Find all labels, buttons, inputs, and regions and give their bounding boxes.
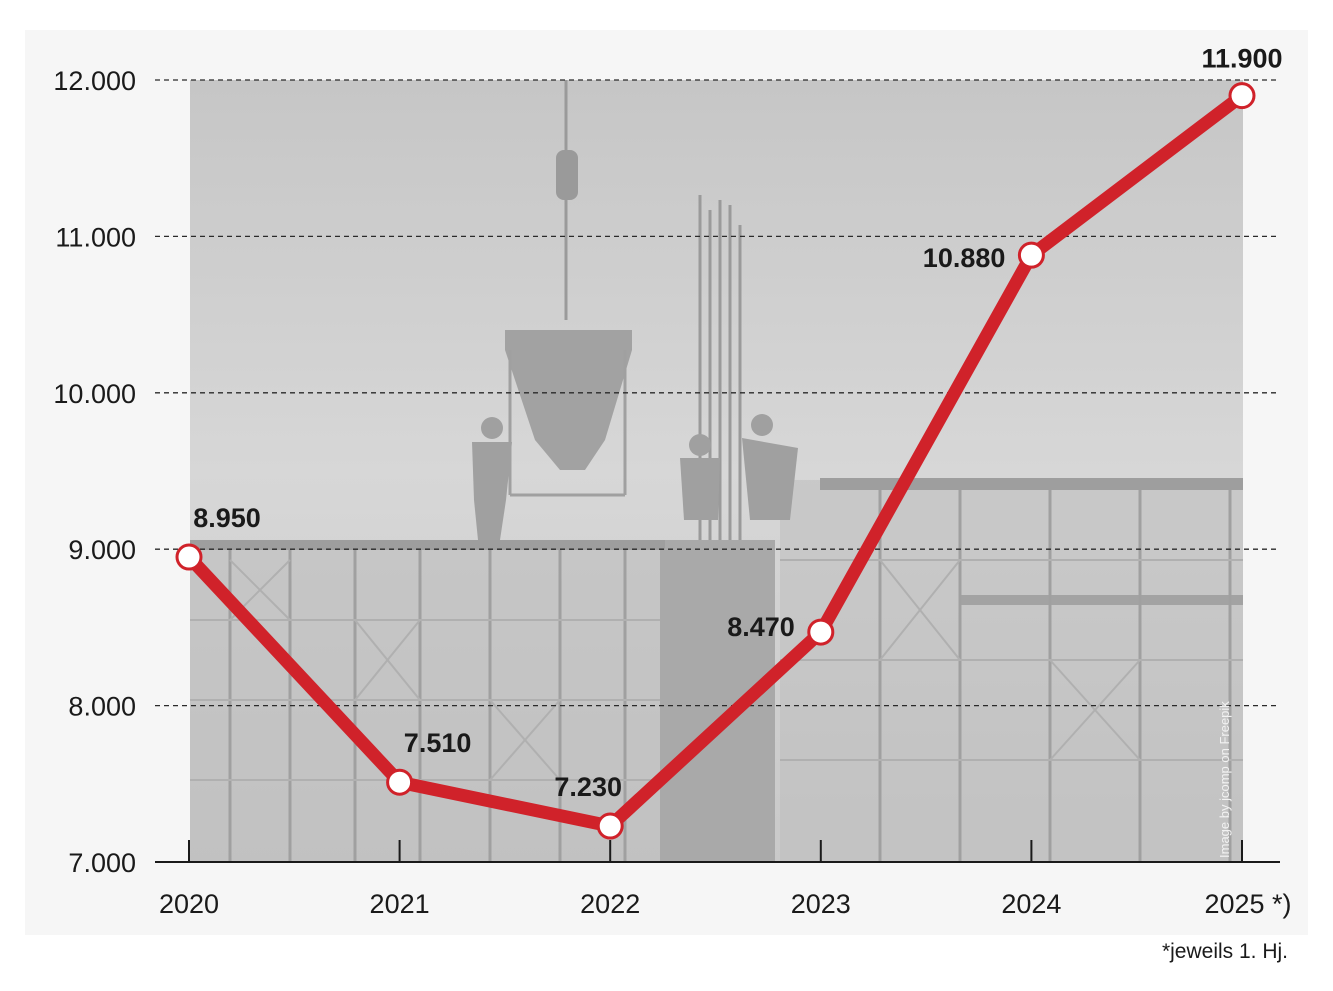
x-tick-label: 2022 [580,889,640,919]
data-point [1017,241,1045,269]
image-credit: Image by jcomp on Freepik [1217,701,1232,858]
y-tick-label: 7.000 [68,848,136,878]
gridlines [155,79,1280,707]
footnote: *jeweils 1. Hj. [1162,940,1288,963]
y-tick-label: 8.000 [68,692,136,722]
data-label: 7.230 [554,772,622,802]
y-tick-label: 9.000 [68,535,136,565]
data-point [596,812,624,840]
y-tick-label: 10.000 [53,379,136,409]
x-tick-label: 2020 [159,889,219,919]
x-axis-labels: 2020 2021 2022 2023 2024 2025 *) [159,889,1292,919]
y-tick-label: 12.000 [53,66,136,96]
x-axis-ticks [188,840,1243,862]
x-tick-label: 2024 [1001,889,1061,919]
y-tick-label: 11.000 [55,222,136,252]
x-tick-label: 2023 [791,889,851,919]
x-tick-label: 2021 [370,889,430,919]
data-label: 8.470 [727,612,795,642]
data-point [175,543,203,571]
data-markers [175,82,1256,840]
data-point [1228,82,1256,110]
data-label: 11.900 [1201,44,1282,74]
data-point [386,768,414,796]
background-photo [190,80,1243,862]
x-tick-label: 2025 *) [1204,889,1291,919]
data-label: 7.510 [404,728,472,758]
series-line [182,89,1249,833]
data-point [807,618,835,646]
y-axis-labels: 7.000 8.000 9.000 10.000 11.000 12.000 [53,66,136,878]
data-label: 8.950 [193,503,261,533]
data-label: 10.880 [923,243,1006,273]
data-labels: 8.950 7.510 7.230 8.470 10.880 11.900 [193,44,1282,802]
